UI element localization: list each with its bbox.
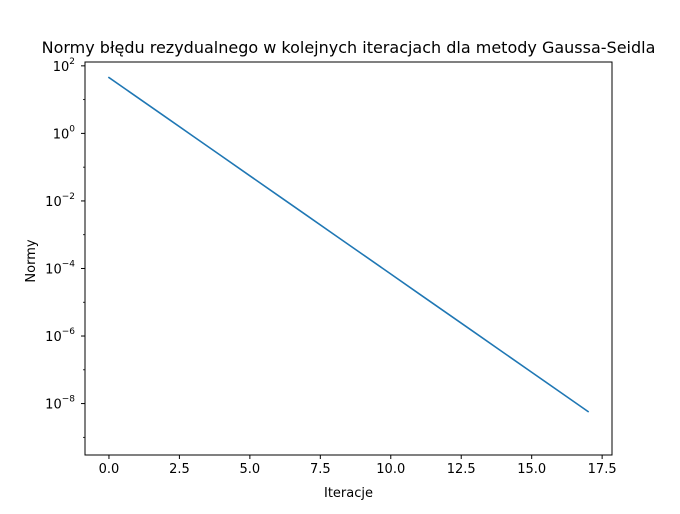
x-tick-label: 0.0 <box>99 462 120 477</box>
y-tick-label: 100 <box>53 124 76 142</box>
y-axis-label: Normy <box>24 239 39 282</box>
x-tick-label: 10.0 <box>376 462 405 477</box>
y-tick-label: 10−2 <box>45 192 75 210</box>
axes: 0.0 2.5 5.0 7.5 10.0 12.5 15.0 17.5 102 100 10−2 10… <box>45 57 616 477</box>
y-tick-label: 10−8 <box>45 395 75 413</box>
chart-title: Normy błędu rezydualnego w kolejnych ite… <box>42 38 656 57</box>
x-tick-label: 15.0 <box>517 462 546 477</box>
axes-frame <box>84 61 613 456</box>
x-tick-label: 5.0 <box>240 462 261 477</box>
x-tick-label: 17.5 <box>588 462 617 477</box>
y-tick-label: 10−6 <box>45 327 75 345</box>
x-tick-label: 7.5 <box>310 462 331 477</box>
plot-area <box>107 76 590 413</box>
series-line-1 <box>107 76 590 413</box>
x-tick-label: 12.5 <box>447 462 476 477</box>
y-tick-label: 102 <box>53 57 75 75</box>
x-axis-label: Iteracje <box>324 486 373 501</box>
x-tick-label: 2.5 <box>169 462 190 477</box>
y-tick-label: 10−4 <box>45 259 75 277</box>
